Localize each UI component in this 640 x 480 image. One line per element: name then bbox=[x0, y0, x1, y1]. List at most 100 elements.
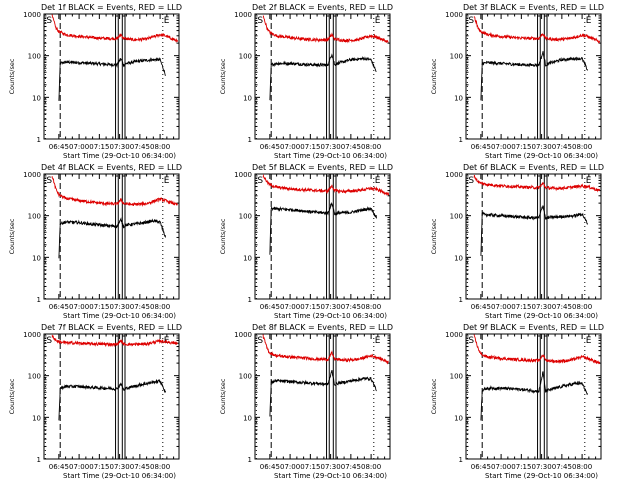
x-tick-label: 07:30 bbox=[532, 463, 552, 471]
x-tick-label: 07:00 bbox=[491, 463, 511, 471]
y-axis-label: Counts/sec bbox=[8, 58, 16, 94]
plot-frame bbox=[43, 173, 180, 300]
x-tick-label: 06:45 bbox=[260, 463, 280, 471]
x-tick-label: 07:45 bbox=[552, 143, 572, 151]
y-tick-label: 1 bbox=[248, 456, 252, 464]
lld-series-line bbox=[51, 14, 179, 43]
x-tick-label: 06:45 bbox=[471, 463, 491, 471]
y-axis-label: Counts/sec bbox=[219, 378, 227, 414]
events-series-line bbox=[58, 56, 166, 101]
lld-series-line bbox=[262, 173, 390, 196]
events-series-line bbox=[269, 53, 377, 101]
x-tick-label: 08:00 bbox=[150, 143, 170, 151]
y-tick-label: 10 bbox=[32, 254, 41, 262]
y-tick-label: 1 bbox=[248, 136, 252, 144]
start-marker-label: S bbox=[46, 336, 52, 346]
y-tick-label: 100 bbox=[239, 213, 252, 221]
y-tick-label: 1000 bbox=[445, 171, 463, 179]
plot-frame bbox=[254, 173, 391, 300]
x-tick-label: 06:45 bbox=[260, 303, 280, 311]
detector-panel: Det 3f BLACK = Events, RED = LLD Counts/s… bbox=[430, 3, 604, 160]
x-tick-label: 06:45 bbox=[49, 463, 69, 471]
x-tick-label: 07:00 bbox=[491, 143, 511, 151]
y-tick-label: 1 bbox=[37, 456, 41, 464]
lld-series-line bbox=[262, 15, 389, 44]
y-tick-label: 1 bbox=[37, 296, 41, 304]
x-axis-label: Start Time (29-Oct-10 06:34:00) bbox=[63, 472, 176, 480]
events-series-line bbox=[480, 371, 588, 421]
events-series-line bbox=[58, 379, 166, 421]
y-tick-label: 100 bbox=[450, 53, 463, 61]
start-marker-label: S bbox=[468, 16, 474, 26]
y-axis-label: Counts/sec bbox=[430, 218, 438, 254]
y-tick-label: 100 bbox=[28, 213, 41, 221]
y-tick-label: 1000 bbox=[445, 331, 463, 339]
end-marker-label: E bbox=[375, 176, 381, 186]
start-marker-label: S bbox=[468, 336, 474, 346]
start-marker-label: S bbox=[257, 336, 263, 346]
plot-frame bbox=[465, 333, 602, 460]
x-tick-label: 08:00 bbox=[150, 463, 170, 471]
y-tick-label: 10 bbox=[32, 414, 41, 422]
lld-series-line bbox=[473, 175, 601, 193]
x-tick-label: 08:00 bbox=[361, 303, 381, 311]
detector-panel: Det 6f BLACK = Events, RED = LLD Counts/s… bbox=[430, 163, 604, 320]
x-tick-label: 07:45 bbox=[341, 303, 361, 311]
x-tick-label: 07:30 bbox=[110, 143, 130, 151]
x-tick-label: 07:00 bbox=[69, 143, 89, 151]
y-tick-label: 10 bbox=[243, 94, 252, 102]
y-tick-label: 10 bbox=[454, 94, 463, 102]
panel-title: Det 4f BLACK = Events, RED = LLD bbox=[41, 163, 182, 172]
plot-frame bbox=[43, 13, 180, 140]
y-tick-label: 10 bbox=[243, 414, 252, 422]
plot-frame bbox=[465, 13, 602, 140]
x-tick-label: 07:15 bbox=[300, 463, 320, 471]
y-tick-label: 1000 bbox=[23, 11, 41, 19]
x-tick-label: 08:00 bbox=[572, 463, 592, 471]
x-tick-label: 07:30 bbox=[110, 463, 130, 471]
x-tick-label: 06:45 bbox=[49, 303, 69, 311]
x-axis-label: Start Time (29-Oct-10 06:34:00) bbox=[485, 472, 598, 480]
plot-frame bbox=[43, 333, 180, 460]
x-axis-label: Start Time (29-Oct-10 06:34:00) bbox=[274, 472, 387, 480]
y-tick-label: 10 bbox=[243, 254, 252, 262]
x-tick-label: 07:15 bbox=[300, 303, 320, 311]
events-series-line bbox=[269, 201, 377, 255]
y-tick-label: 10 bbox=[32, 94, 41, 102]
y-axis-label: Counts/sec bbox=[430, 58, 438, 94]
x-axis-label: Start Time (29-Oct-10 06:34:00) bbox=[63, 152, 176, 160]
x-axis-label: Start Time (29-Oct-10 06:34:00) bbox=[274, 152, 387, 160]
x-axis-label: Start Time (29-Oct-10 06:34:00) bbox=[485, 152, 598, 160]
y-axis-label: Counts/sec bbox=[8, 378, 16, 414]
lld-series-line bbox=[473, 334, 601, 365]
lld-series-line bbox=[51, 334, 179, 348]
y-tick-label: 100 bbox=[450, 373, 463, 381]
y-tick-label: 1 bbox=[37, 136, 41, 144]
end-marker-label: E bbox=[586, 16, 592, 26]
y-tick-label: 1 bbox=[248, 296, 252, 304]
x-tick-label: 07:45 bbox=[552, 303, 572, 311]
panel-title: Det 8f BLACK = Events, RED = LLD bbox=[252, 323, 393, 332]
detector-panel: Det 4f BLACK = Events, RED = LLD Counts/s… bbox=[8, 163, 182, 320]
x-tick-label: 08:00 bbox=[572, 143, 592, 151]
y-tick-label: 1000 bbox=[23, 171, 41, 179]
plot-frame bbox=[465, 173, 602, 300]
x-tick-label: 08:00 bbox=[361, 143, 381, 151]
end-marker-label: E bbox=[164, 176, 170, 186]
x-tick-label: 07:45 bbox=[130, 143, 150, 151]
panel-title: Det 1f BLACK = Events, RED = LLD bbox=[41, 3, 182, 12]
x-axis-label: Start Time (29-Oct-10 06:34:00) bbox=[274, 312, 387, 320]
lld-series-line bbox=[473, 16, 601, 44]
start-marker-label: S bbox=[468, 176, 474, 186]
x-tick-label: 07:30 bbox=[110, 303, 130, 311]
x-tick-label: 07:15 bbox=[511, 303, 531, 311]
y-tick-label: 100 bbox=[239, 373, 252, 381]
y-axis-label: Counts/sec bbox=[219, 218, 227, 254]
detector-panel: Det 5f BLACK = Events, RED = LLD Counts/s… bbox=[219, 163, 393, 320]
panel-title: Det 2f BLACK = Events, RED = LLD bbox=[252, 3, 393, 12]
x-axis-label: Start Time (29-Oct-10 06:34:00) bbox=[485, 312, 598, 320]
events-series-line bbox=[480, 51, 588, 101]
y-axis-label: Counts/sec bbox=[219, 58, 227, 94]
y-tick-label: 1000 bbox=[234, 331, 252, 339]
lld-series-line bbox=[51, 176, 178, 207]
